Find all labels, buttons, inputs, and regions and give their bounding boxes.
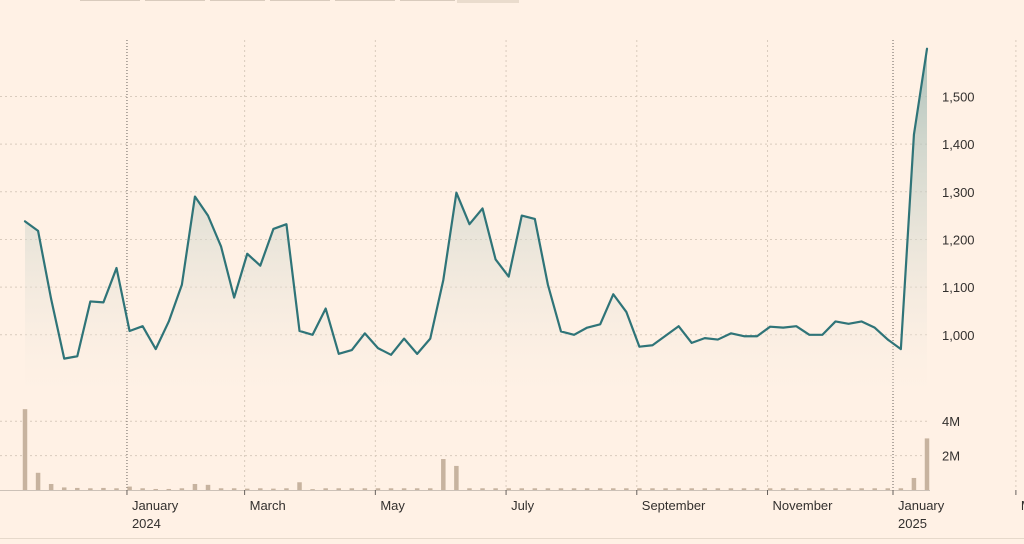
price-area [25, 48, 927, 393]
volume-bar-27 [375, 488, 381, 490]
volume-bar-10 [153, 488, 158, 490]
price-tick-label: 1,300 [942, 185, 975, 200]
volume-bar-49 [663, 488, 668, 490]
top-tab-strip [80, 0, 519, 3]
price-tick-label: 1,400 [942, 137, 975, 152]
volume-bar-36 [493, 488, 498, 490]
volume-bar-20 [284, 488, 289, 490]
volume-bar-66 [885, 488, 891, 490]
volume-bar-41 [558, 488, 564, 490]
volume-bar-35 [480, 488, 485, 490]
volume-bar-1 [35, 472, 41, 490]
volume-bar-38 [519, 488, 525, 490]
grid-layer [0, 40, 1017, 491]
volume-bar-53 [715, 488, 721, 490]
volume-bar-19 [271, 488, 276, 490]
x-month-label: March [250, 498, 286, 513]
volume-bar-14 [205, 484, 211, 490]
volume-bars-layer [22, 409, 930, 490]
volume-bar-69 [924, 438, 930, 490]
volume-bar-3 [61, 487, 67, 490]
volume-bar-17 [244, 488, 250, 490]
price-tick-label: 1,200 [942, 232, 975, 247]
price-area-layer [25, 48, 927, 393]
volume-bar-47 [637, 488, 642, 490]
volume-bar-52 [702, 488, 708, 490]
tab-active-edge [457, 0, 519, 3]
volume-bar-30 [414, 488, 420, 490]
volume-bar-11 [166, 488, 172, 490]
volume-bar-42 [571, 488, 577, 490]
volume-bar-2 [48, 483, 54, 490]
volume-bar-50 [676, 488, 681, 490]
x-month-label: March [1021, 498, 1024, 513]
volume-tick-label: 2M [942, 449, 960, 464]
volume-bar-16 [231, 488, 237, 490]
volume-bar-43 [584, 488, 590, 490]
volume-bar-65 [872, 488, 877, 490]
volume-bar-7 [114, 488, 119, 490]
x-month-label: May [380, 498, 405, 513]
volume-bar-25 [349, 488, 355, 490]
volume-bar-61 [820, 488, 825, 490]
price-line [23, 47, 929, 360]
price-tick-label: 1,000 [942, 328, 975, 343]
volume-bar-13 [192, 483, 198, 490]
price-tick-label: 1,100 [942, 280, 975, 295]
volume-bar-31 [427, 488, 433, 490]
x-month-label: January [132, 498, 179, 513]
volume-bar-15 [218, 488, 224, 490]
x-year-label: 2024 [132, 516, 161, 531]
volume-bar-45 [611, 488, 616, 490]
x-month-label: September [642, 498, 706, 513]
volume-bar-39 [532, 488, 538, 490]
price-line-layer [23, 47, 929, 360]
volume-bar-22 [310, 489, 315, 490]
volume-bar-12 [179, 488, 185, 490]
volume-bar-34 [467, 488, 472, 490]
volume-bar-5 [88, 488, 93, 490]
volume-bar-9 [140, 488, 145, 490]
volume-bar-4 [75, 487, 80, 490]
volume-bar-28 [388, 488, 394, 490]
volume-bar-68 [911, 477, 917, 490]
volume-bar-63 [846, 488, 851, 490]
volume-bar-24 [336, 488, 341, 490]
volume-bar-56 [754, 488, 760, 490]
volume-bar-6 [101, 487, 106, 490]
volume-bar-26 [362, 488, 368, 490]
price-tick-label: 1,500 [942, 89, 975, 104]
volume-bar-60 [807, 488, 812, 490]
x-month-label: January [898, 498, 945, 513]
volume-bar-54 [728, 488, 734, 490]
volume-bar-51 [689, 488, 694, 490]
volume-bar-37 [506, 488, 511, 490]
volume-bar-33 [454, 465, 459, 490]
volume-bar-8 [127, 486, 132, 490]
volume-bar-44 [597, 488, 603, 490]
volume-bar-32 [441, 459, 446, 490]
volume-tick-label: 4M [942, 414, 960, 429]
x-year-label: 2025 [898, 516, 927, 531]
volume-bar-57 [767, 488, 773, 490]
volume-bar-64 [859, 488, 864, 490]
volume-bar-29 [401, 488, 407, 490]
volume-bar-21 [297, 482, 302, 490]
volume-bar-58 [780, 488, 786, 490]
volume-bar-55 [741, 488, 747, 490]
volume-bar-0 [22, 409, 28, 490]
volume-bar-18 [258, 488, 263, 490]
volume-bar-59 [794, 488, 799, 490]
volume-bar-40 [545, 488, 551, 490]
volume-bar-23 [323, 488, 328, 490]
x-month-label: July [511, 498, 535, 513]
volume-bar-48 [650, 488, 655, 490]
x-month-label: November [773, 498, 834, 513]
volume-bar-46 [624, 488, 629, 490]
volume-bar-67 [898, 488, 904, 490]
volume-bar-62 [833, 488, 838, 490]
